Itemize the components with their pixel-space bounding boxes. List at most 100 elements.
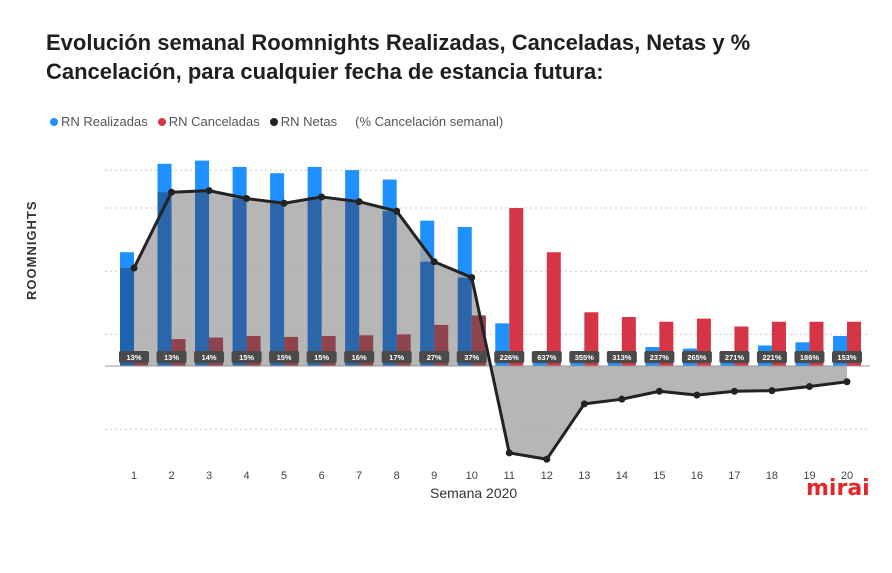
point-rn-netas <box>805 383 813 391</box>
cancel-pct-label: 153% <box>837 353 857 362</box>
x-tick-label: 8 <box>394 470 400 482</box>
x-tick-label: 5 <box>281 470 287 482</box>
point-rn-netas <box>393 207 401 215</box>
point-rn-netas <box>130 264 138 272</box>
x-tick-label: 19 <box>803 470 815 482</box>
legend-item-realizadas: RN Realizadas <box>50 114 148 129</box>
legend-note-cancel-pct: (% Cancelación semanal) <box>355 114 504 129</box>
cancel-pct-label: 271% <box>725 353 745 362</box>
legend-dot-canceladas <box>157 117 166 126</box>
x-tick-label: 3 <box>206 470 212 482</box>
cancel-pct-badge <box>606 351 637 363</box>
legend-item-canceladas: RN Canceladas <box>157 114 260 129</box>
x-tick-label: 15 <box>653 470 665 482</box>
cancel-pct-badge <box>269 351 300 363</box>
cancel-pct-label: 17% <box>389 353 404 362</box>
x-tick-label: 20 <box>841 470 853 482</box>
cancel-pct-label: 27% <box>427 353 442 362</box>
x-tick-label: 14 <box>616 470 628 482</box>
bar-rn-realizadas <box>607 362 622 366</box>
bar-rn-realizadas-overlap <box>345 201 360 366</box>
cancel-pct-badge <box>381 351 412 363</box>
point-rn-netas <box>355 198 363 206</box>
cancel-pct-label: 16% <box>352 353 367 362</box>
bar-rn-realizadas-overlap <box>232 198 247 366</box>
point-rn-netas <box>768 387 776 395</box>
cancel-pct-badge <box>719 351 750 363</box>
cancel-pct-badge <box>644 351 675 363</box>
point-rn-netas <box>243 195 251 203</box>
x-tick-label: 2 <box>168 470 174 482</box>
point-rn-netas <box>655 387 663 395</box>
x-tick-label: 10 <box>466 470 478 482</box>
cancel-pct-badge <box>794 351 825 363</box>
cancel-pct-badge <box>832 351 862 363</box>
x-tick-label: 7 <box>356 470 362 482</box>
cancel-pct-label: 237% <box>650 353 670 362</box>
cancel-pct-label: 226% <box>500 353 520 362</box>
cancel-pct-badge <box>119 351 149 363</box>
cancel-pct-label: 13% <box>164 353 179 362</box>
cancel-pct-label: 15% <box>239 353 254 362</box>
cancel-pct-badge <box>456 351 487 363</box>
point-rn-netas <box>543 455 551 463</box>
x-tick-label: 16 <box>691 470 703 482</box>
bar-rn-realizadas-overlap <box>307 196 322 366</box>
point-rn-netas <box>730 387 738 395</box>
point-rn-netas <box>280 199 288 207</box>
cancel-pct-badge <box>531 351 562 363</box>
line-rn-netas <box>132 189 848 461</box>
legend-item-netas: RN Netas <box>269 114 338 129</box>
x-tick-label: 12 <box>541 470 553 482</box>
bar-rn-canceladas <box>509 208 524 366</box>
cancel-pct-label: 355% <box>575 353 595 362</box>
bar-rn-realizadas-overlap <box>157 192 172 366</box>
legend-dot-realizadas <box>50 117 58 126</box>
x-tick-label: 13 <box>578 470 590 482</box>
cancel-pct-label: 186% <box>800 353 820 362</box>
legend-label-canceladas: RN Canceladas <box>168 114 260 129</box>
point-rn-netas <box>843 378 851 386</box>
cancel-pct-label: 637% <box>537 353 557 362</box>
bar-rn-realizadas-overlap <box>382 211 397 366</box>
bar-rn-realizadas-overlap <box>120 268 134 366</box>
cancel-pct-badge <box>756 351 787 363</box>
cancel-pct-badge <box>231 351 262 363</box>
mirai-logo: mirai <box>806 476 870 501</box>
legend-label-netas: RN Netas <box>280 114 338 129</box>
bar-rn-realizadas-overlap <box>457 277 472 366</box>
cancel-pct-label: 265% <box>687 353 707 362</box>
x-tick-label: 17 <box>728 470 740 482</box>
bar-rn-realizadas-overlap <box>420 261 435 366</box>
cancel-pct-badge <box>681 351 712 363</box>
x-tick-label: 18 <box>766 470 778 482</box>
cancel-pct-label: 15% <box>277 353 292 362</box>
point-rn-netas <box>618 395 626 403</box>
cancel-pct-badge <box>344 351 375 363</box>
x-tick-label: 1 <box>131 470 137 482</box>
cancel-pct-badge <box>569 351 600 363</box>
legend-dot-netas <box>269 117 278 126</box>
cancel-pct-badge <box>419 351 450 363</box>
point-rn-netas <box>693 391 701 399</box>
cancel-pct-label: 37% <box>464 353 479 362</box>
chart-title: Evolución semanal Roomnights Realizadas,… <box>46 30 751 84</box>
bar-rn-realizadas <box>720 362 735 366</box>
x-tick-label: 6 <box>319 470 325 482</box>
cancel-pct-badge <box>194 351 225 363</box>
bar-rn-canceladas <box>546 252 561 366</box>
bar-rn-realizadas <box>532 362 547 366</box>
cancel-pct-label: 15% <box>314 353 329 362</box>
x-tick-label: 11 <box>504 470 515 482</box>
cancel-pct-label: 13% <box>126 353 141 362</box>
point-rn-netas <box>168 188 176 196</box>
cancel-pct-label: 221% <box>762 353 782 362</box>
point-rn-netas <box>205 187 213 195</box>
point-rn-netas <box>468 274 476 282</box>
cancel-pct-label: 14% <box>202 353 217 362</box>
bar-rn-realizadas-overlap <box>270 203 285 366</box>
bar-rn-realizadas <box>570 362 585 366</box>
cancel-pct-label: 313% <box>612 353 632 362</box>
cancel-pct-badge <box>494 351 525 363</box>
